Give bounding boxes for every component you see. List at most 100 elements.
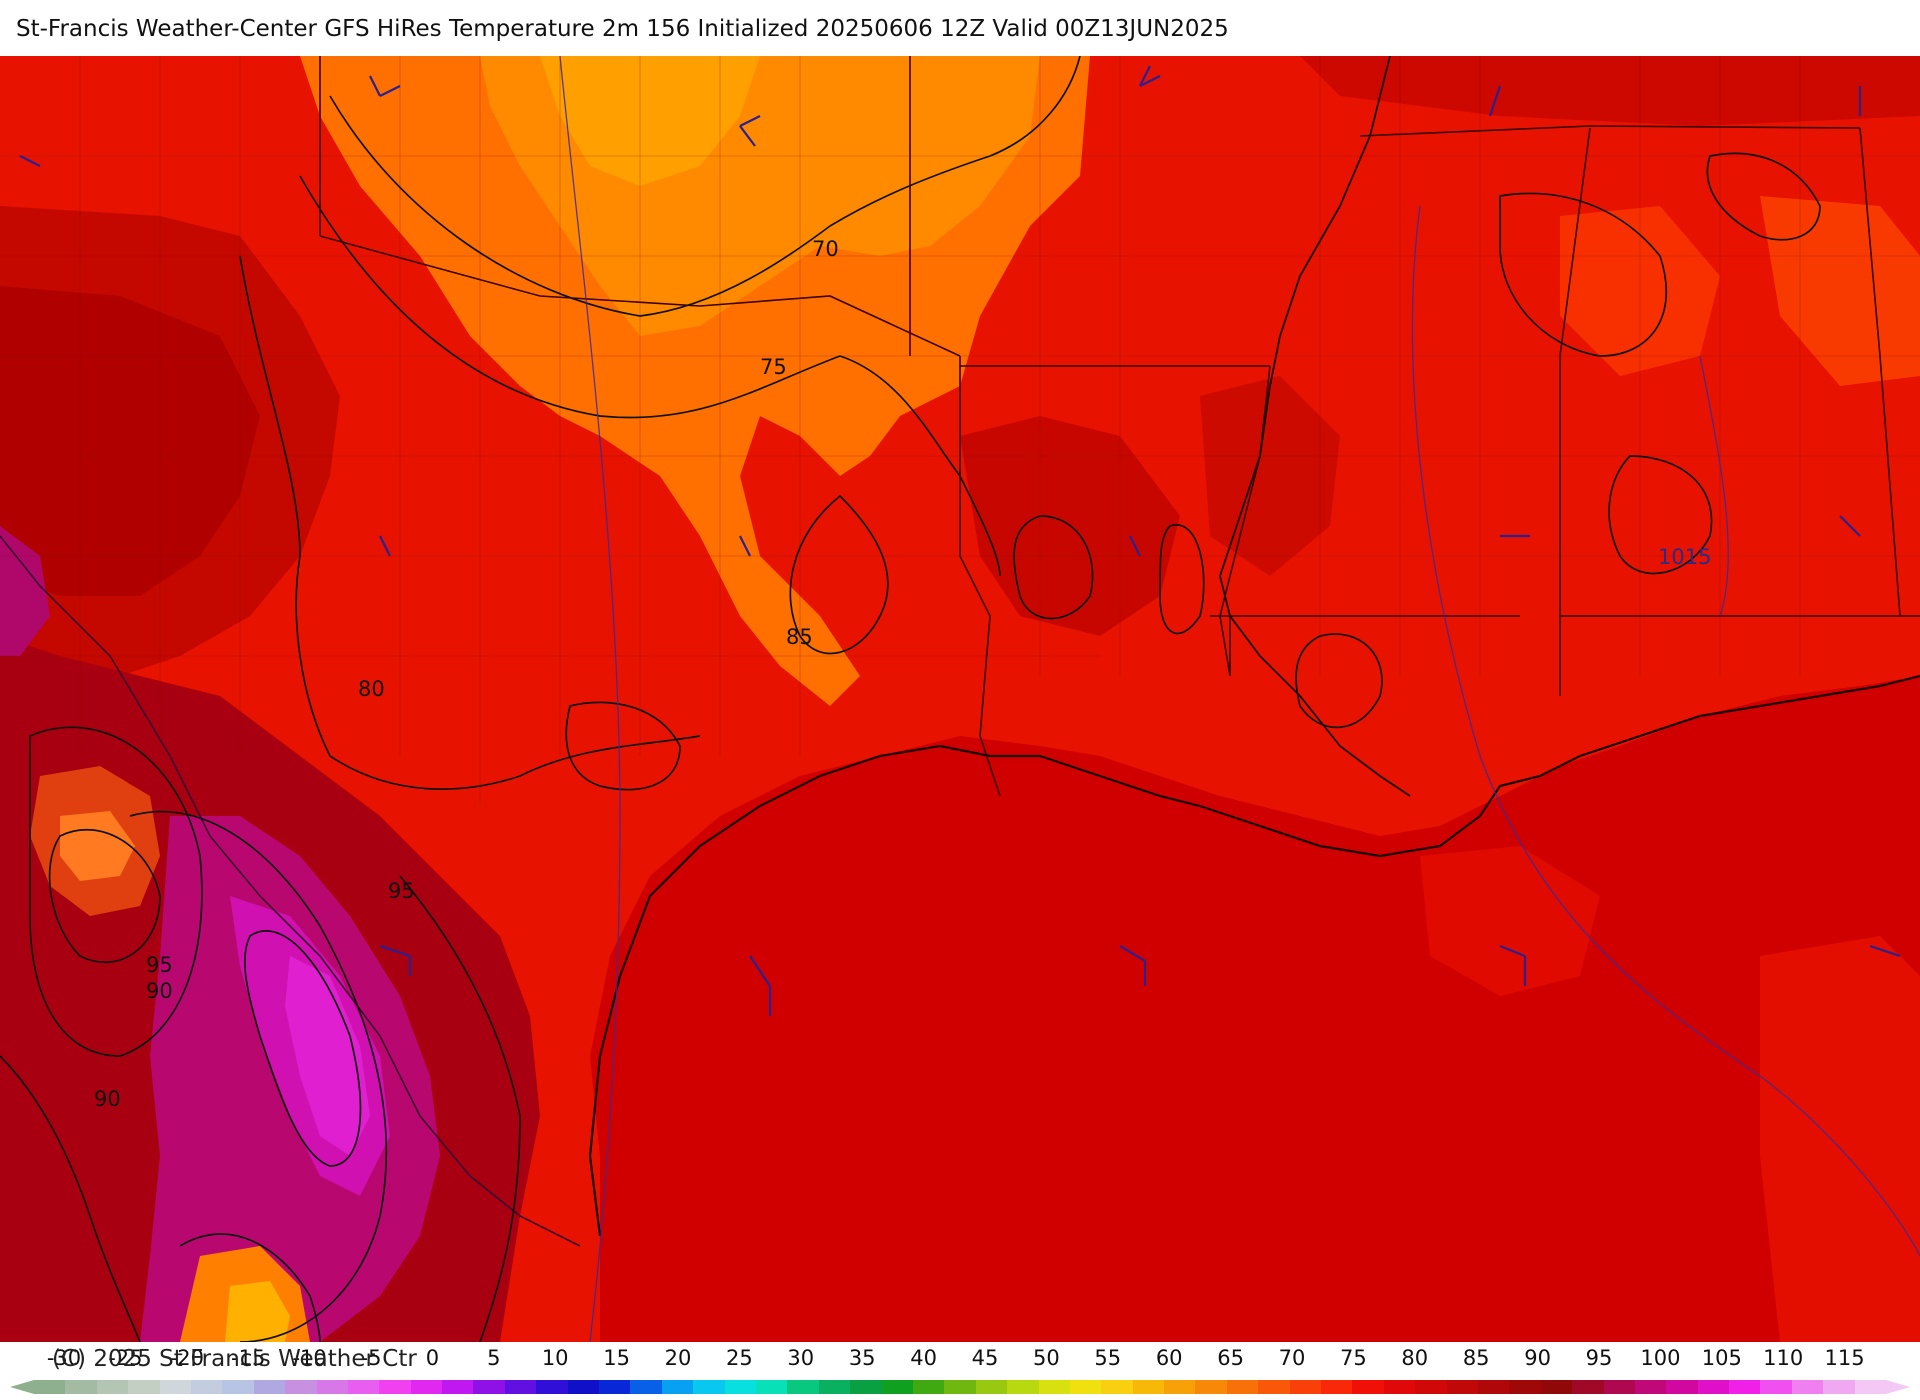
gulf-warm-patch: [1420, 846, 1600, 996]
isobar-lines: [559, 56, 1920, 1342]
orange-region-deep: [540, 56, 760, 186]
colorbar-swatch: [599, 1380, 631, 1394]
colorbar-tick-label: 110: [1763, 1346, 1804, 1370]
colorbar-swatch: [1132, 1380, 1165, 1394]
colorbar-swatch: [818, 1380, 851, 1394]
colorbar-swatch: [912, 1380, 945, 1394]
colorbar-tick-label: 5: [487, 1346, 501, 1370]
mississippi-river: [1219, 56, 1411, 797]
colorbar-tick-label: 115: [1824, 1346, 1865, 1370]
colorbar-tick-label: -20: [169, 1346, 204, 1370]
colorbar-swatch: [850, 1380, 882, 1394]
colorbar-swatch: [1477, 1380, 1510, 1394]
colorbar-swatch: [65, 1380, 97, 1394]
colorbar-swatch: [1791, 1380, 1824, 1394]
colorbar-swatch: [1540, 1380, 1573, 1394]
colorbar-swatch: [1226, 1380, 1259, 1394]
colorbar-swatch: [347, 1380, 380, 1394]
colorbar-swatch: [473, 1380, 505, 1394]
colorbar-tick-label: 0: [425, 1346, 440, 1370]
colorbar-swatch: [1729, 1380, 1761, 1394]
colorbar-tick-label: 55: [1094, 1346, 1122, 1370]
contour-label-90-south: 90: [94, 1087, 121, 1111]
colorbar-swatch: [316, 1380, 348, 1394]
sw-yellow-pocket: [225, 1281, 290, 1342]
colorbar-swatch: [1007, 1380, 1039, 1394]
colorbar-tick-label: 80: [1401, 1346, 1429, 1370]
colorbar-tick-label: -5: [360, 1346, 382, 1370]
gulf-of-mexico: [590, 676, 1920, 1342]
dark-red-east-top: [1300, 56, 1920, 126]
colorbar-tick-label: 40: [910, 1346, 937, 1370]
colorbar-swatch: [1854, 1380, 1887, 1394]
colorbar-swatch: [442, 1380, 474, 1394]
colorbar-swatch: [693, 1380, 725, 1394]
colorbar-swatch: [787, 1380, 819, 1394]
map-title: St-Francis Weather-Center GFS HiRes Temp…: [16, 16, 1229, 42]
colorbar-swatch: [96, 1380, 129, 1394]
colorbar-swatch: [1509, 1380, 1541, 1394]
colorbar-swatch: [1760, 1380, 1792, 1394]
colorbar-swatch: [1823, 1380, 1855, 1394]
colorbar-swatch: [1101, 1380, 1133, 1394]
colorbar-swatch: [661, 1380, 694, 1394]
colorbar-swatch: [222, 1380, 254, 1394]
county-grid: [0, 56, 1920, 806]
isotherm-contours: [0, 56, 1821, 1342]
gulf-east-warm: [1760, 936, 1920, 1342]
mexico-plateau-cooler: [60, 811, 135, 881]
colorbar-swatch: [410, 1380, 443, 1394]
colorbar-swatch: [724, 1380, 756, 1394]
colorbar-swatch: [1446, 1380, 1478, 1394]
colorbar-tick-label: 50: [1033, 1346, 1060, 1370]
colorbar-swatches: [34, 1380, 1887, 1394]
copyright-text: (C) 2025 St Francis Weather Ctr: [52, 1346, 417, 1372]
colorbar-swatch: [159, 1380, 191, 1394]
colorbar-tick-label: -10: [292, 1346, 327, 1370]
colorbar-swatch: [567, 1380, 600, 1394]
colorbar-swatch: [504, 1380, 537, 1394]
colorbar-swatch: [1164, 1380, 1196, 1394]
orange-alabama: [1560, 206, 1720, 376]
colorbar-tick-label: 85: [1462, 1346, 1490, 1370]
colorbar-tick-label: 10: [541, 1346, 569, 1370]
contour-label-90-west: 90: [146, 979, 173, 1003]
colorbar-swatch: [1258, 1380, 1290, 1394]
colorbar-max-arrow: [1886, 1380, 1910, 1394]
contour-label-80: 80: [358, 677, 385, 701]
hottest-core: [285, 956, 370, 1156]
colorbar-tick-label: 95: [1585, 1346, 1613, 1370]
colorbar-min-arrow: [10, 1380, 34, 1394]
colorbar-swatch: [1289, 1380, 1322, 1394]
colorbar-swatch: [1603, 1380, 1635, 1394]
colorbar-swatch: [1069, 1380, 1102, 1394]
colorbar-tick-label: 90: [1524, 1346, 1551, 1370]
colorbar-swatch: [1038, 1380, 1070, 1394]
isobar-label-1015: 1015: [1658, 545, 1711, 569]
colorbar-swatch: [1634, 1380, 1667, 1394]
weather-map[interactable]: 70 75 80 85 95 95 90 90 1015: [0, 56, 1920, 1342]
colorbar-swatch: [285, 1380, 317, 1394]
colorbar-tick-label: 25: [726, 1346, 753, 1370]
colorbar-swatch: [1321, 1380, 1353, 1394]
colorbar-legend: (C) 2025 St Francis Weather Ctr -30 -25 -2…: [0, 1342, 1920, 1400]
colorbar-tick-label: 65: [1217, 1346, 1244, 1370]
colorbar-swatch: [755, 1380, 788, 1394]
contour-label-85: 85: [786, 625, 813, 649]
colorbar-swatch: [536, 1380, 568, 1394]
rio-grande: [0, 535, 581, 1247]
colorbar-tick-label: -30: [46, 1346, 82, 1370]
colorbar-tick-label: 35: [848, 1346, 876, 1370]
colorbar-tick-label: -15: [231, 1346, 266, 1370]
dark-red-west-inner: [0, 286, 260, 596]
contour-label-95-east: 95: [388, 879, 415, 903]
colorbar-swatch: [34, 1380, 66, 1394]
colorbar-tick-label: 100: [1640, 1346, 1681, 1370]
colorbar-swatch: [630, 1380, 662, 1394]
colorbar-swatch: [1572, 1380, 1604, 1394]
dark-red-ms: [1200, 376, 1340, 576]
gulf-coastline: [588, 674, 1920, 1237]
orange-east-edge: [1760, 196, 1920, 386]
colorbar-tick-label: 105: [1701, 1346, 1742, 1370]
colorbar-swatch: [1697, 1380, 1730, 1394]
